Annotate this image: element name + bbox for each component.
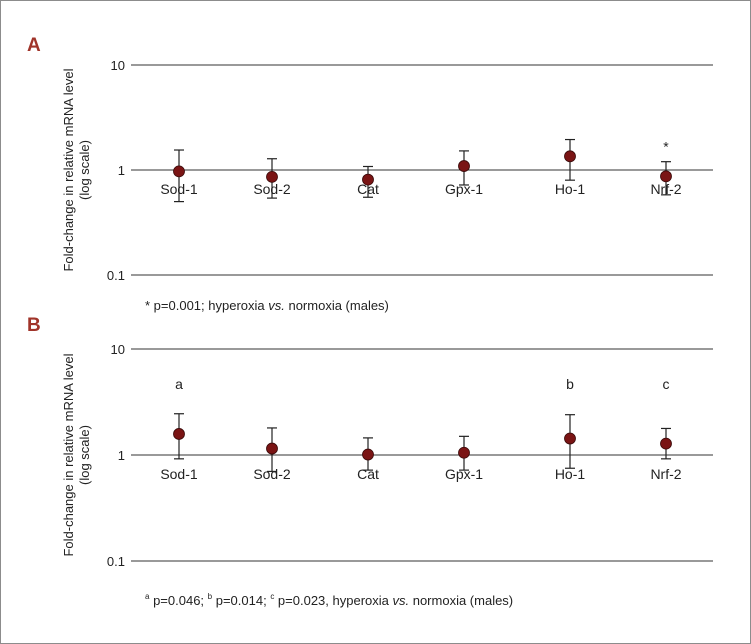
panel-b-point-gpx-1	[458, 446, 470, 459]
panel-a-point-sod-2	[266, 170, 278, 183]
footnote-b: a p=0.046; b p=0.014; c p=0.023, hyperox…	[145, 592, 513, 608]
panel-a-category-sod-2: Sod-2	[253, 181, 291, 197]
panel-b-ylabel: Fold-change in relative mRNA level(log s…	[61, 353, 92, 556]
panel-a-point-sod-1	[173, 165, 185, 178]
panel-a-point-gpx-1	[458, 160, 470, 172]
panel-b-category-sod-1: Sod-1	[160, 466, 198, 482]
footnote-a: * p=0.001; hyperoxia vs. normoxia (males…	[145, 298, 389, 313]
panel-a-annotation-nrf-2: *	[663, 139, 669, 155]
panel-b-point-nrf-2	[660, 437, 672, 450]
panel-a-ytick-0: 10	[111, 58, 125, 73]
panel-a-point-ho-1	[564, 150, 576, 163]
panel-b-category-gpx-1: Gpx-1	[445, 466, 483, 482]
panel-a-ytick-1: 1	[118, 163, 125, 178]
panel-b-point-sod-2	[266, 442, 278, 455]
panel-a-point-nrf-2	[660, 170, 672, 183]
panel-a-ylabel: Fold-change in relative mRNA level(log s…	[61, 68, 92, 271]
panel-b-ytick-1: 1	[118, 448, 125, 463]
panel-b-category-sod-2: Sod-2	[253, 466, 291, 482]
panel-b-plot: 10 1 0.1 Fold-change in relative mRNA level…	[61, 342, 713, 569]
panel-a-ytick-2: 0.1	[107, 268, 125, 283]
panel-b-annotation-ho-1: b	[566, 376, 574, 392]
panel-letter-b: B	[27, 315, 41, 336]
panel-b-point-cat	[362, 448, 374, 461]
panel-b-category-ho-1: Ho-1	[555, 466, 586, 482]
panel-b-category-nrf-2: Nrf-2	[650, 466, 681, 482]
panel-a-category-ho-1: Ho-1	[555, 181, 586, 197]
panel-a-category-sod-1: Sod-1	[160, 181, 198, 197]
panel-letter-a: A	[27, 35, 41, 56]
panel-b-point-sod-1	[173, 428, 185, 440]
panel-a-category-nrf-2: Nrf-2	[650, 181, 681, 197]
panel-a-plot: 10 1 0.1 Fold-change in relative mRNA level…	[61, 58, 713, 283]
panel-b-ytick-0: 10	[111, 342, 125, 357]
panel-b-category-cat: Cat	[357, 466, 379, 482]
panel-b-point-ho-1	[564, 432, 576, 445]
panel-b-annotation-nrf-2: c	[663, 376, 670, 392]
panel-a-point-cat	[362, 173, 374, 186]
panel-a-category-cat: Cat	[357, 181, 379, 197]
panel-b-ytick-2: 0.1	[107, 554, 125, 569]
panel-b-annotation-sod-1: a	[175, 376, 183, 392]
panel-a-category-gpx-1: Gpx-1	[445, 181, 483, 197]
